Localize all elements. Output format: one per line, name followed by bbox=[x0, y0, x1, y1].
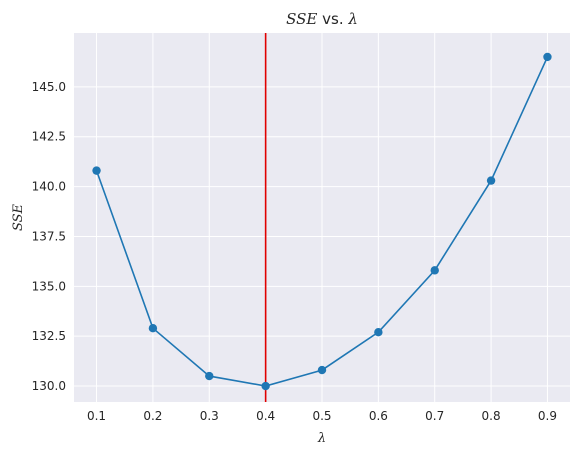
tick-labels: 0.1 0.2 0.3 0.4 0.5 0.6 0.7 0.8 0.9 130.0 132.5 135… bbox=[32, 80, 557, 423]
x-tick-label: 0.9 bbox=[538, 409, 557, 423]
y-tick-label: 135.0 bbox=[32, 279, 66, 293]
chart-title: SSE vs. λ bbox=[286, 10, 358, 28]
data-point bbox=[148, 324, 158, 333]
data-point bbox=[261, 381, 270, 391]
data-point bbox=[430, 266, 439, 275]
chart-title-sep: vs. bbox=[317, 10, 348, 28]
chart-title-var: λ bbox=[347, 10, 358, 28]
data-point bbox=[543, 52, 552, 62]
y-tick-label: 137.5 bbox=[32, 229, 66, 243]
x-tick-label: 0.3 bbox=[200, 409, 219, 423]
x-tick-label: 0.6 bbox=[369, 409, 388, 423]
data-point bbox=[486, 176, 496, 185]
x-tick-label: 0.2 bbox=[143, 409, 162, 423]
data-point bbox=[205, 371, 214, 381]
y-tick-label: 145.0 bbox=[32, 80, 66, 94]
x-axis-label: λ bbox=[317, 431, 326, 446]
y-tick-label: 142.5 bbox=[32, 130, 66, 144]
data-point bbox=[317, 365, 327, 375]
x-tick-label: 0.5 bbox=[312, 409, 331, 423]
chart-title-main: SSE bbox=[286, 10, 317, 28]
y-tick-label: 130.0 bbox=[32, 379, 66, 393]
y-tick-label: 132.5 bbox=[32, 329, 66, 343]
x-tick-label: 0.1 bbox=[87, 409, 106, 423]
x-tick-label: 0.7 bbox=[425, 409, 444, 423]
y-tick-label: 140.0 bbox=[32, 180, 66, 194]
data-point bbox=[92, 166, 101, 175]
series-layer bbox=[92, 52, 552, 391]
y-axis-label: SSE bbox=[11, 203, 26, 231]
x-tick-label: 0.8 bbox=[482, 409, 501, 423]
x-tick-label: 0.4 bbox=[256, 409, 275, 423]
grid-lines bbox=[74, 33, 570, 402]
data-point bbox=[374, 327, 383, 337]
